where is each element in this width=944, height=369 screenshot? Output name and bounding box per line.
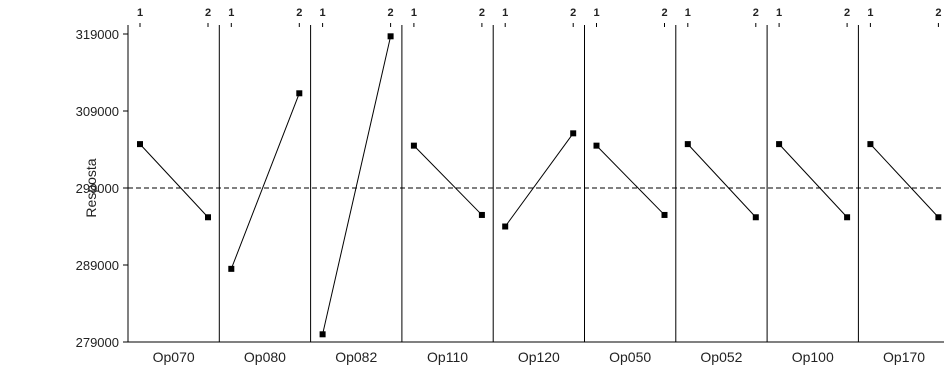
data-point [296, 90, 303, 97]
panel-op120: 1 2 Op120 [502, 7, 585, 365]
level-label: 2 [570, 7, 576, 19]
data-point [776, 141, 783, 148]
level-label: 1 [320, 7, 326, 19]
level-label: 2 [479, 7, 485, 19]
data-point [502, 223, 509, 230]
level-label: 1 [867, 7, 873, 19]
category-label: Op120 [518, 349, 560, 365]
category-label: Op050 [609, 349, 651, 365]
panel-op100: 1 2 Op100 [776, 7, 859, 365]
category-label: Op110 [427, 349, 468, 365]
level-label: 1 [685, 7, 691, 19]
category-label: Op082 [335, 349, 377, 365]
data-point [387, 33, 394, 40]
data-point [684, 141, 691, 148]
level-label: 2 [296, 7, 302, 19]
series-line [504, 133, 574, 227]
level-label: 2 [388, 7, 394, 19]
level-label: 1 [411, 7, 417, 19]
level-label: 2 [753, 7, 759, 19]
panel-op170: 1 2 Op170 [867, 7, 942, 365]
data-point [752, 214, 759, 221]
panel-op070: 1 2 Op070 [137, 7, 220, 365]
level-label: 2 [935, 7, 941, 19]
level-label: 1 [137, 7, 143, 19]
series-line [778, 143, 848, 218]
category-label: Op070 [153, 349, 195, 365]
y-axis-label: Resposta [83, 158, 99, 217]
category-label: Op052 [700, 349, 742, 365]
level-label: 1 [776, 7, 782, 19]
data-point [570, 130, 577, 137]
y-tick-label: 279000 [76, 335, 119, 350]
series-line [596, 145, 665, 216]
series-line [322, 36, 392, 335]
data-point [319, 331, 326, 338]
level-label: 2 [205, 7, 211, 19]
level-label: 2 [661, 7, 667, 19]
series-line [230, 93, 300, 270]
data-point [137, 141, 143, 148]
data-point [410, 142, 417, 149]
series-line [687, 143, 757, 218]
data-point [205, 214, 211, 221]
panel-op052: 1 2 Op052 [684, 7, 768, 365]
category-label: Op170 [883, 349, 925, 365]
series-line [870, 143, 939, 218]
level-label: 1 [228, 7, 234, 19]
data-point [867, 141, 874, 148]
panels: 1 2 Op070 1 2 Op080 1 2 Op082 1 2 Op110 1 2 Op120 1 2 Op0… [137, 7, 942, 365]
data-point [935, 214, 942, 221]
category-label: Op100 [792, 349, 834, 365]
panel-op082: 1 2 Op082 [319, 7, 403, 365]
category-label: Op080 [244, 349, 286, 365]
data-point [478, 211, 485, 218]
y-tick-label: 289000 [76, 258, 119, 273]
series-line [139, 143, 209, 218]
level-label: 1 [593, 7, 599, 19]
y-tick-label: 309000 [76, 104, 119, 119]
y-axis: 279000 289000 299000 309000 319000 [76, 25, 944, 350]
panel-op110: 1 2 Op110 [410, 7, 494, 365]
panel-op050: 1 2 Op050 [593, 7, 677, 365]
panel-op080: 1 2 Op080 [228, 7, 312, 365]
level-label: 2 [844, 7, 850, 19]
level-label: 1 [502, 7, 508, 19]
y-tick-label: 319000 [76, 27, 119, 42]
series-line [413, 145, 483, 216]
data-point [661, 211, 668, 218]
data-point [228, 265, 235, 272]
y-tick-label: 299000 [76, 181, 119, 196]
data-point [844, 214, 851, 221]
data-point [593, 142, 600, 149]
